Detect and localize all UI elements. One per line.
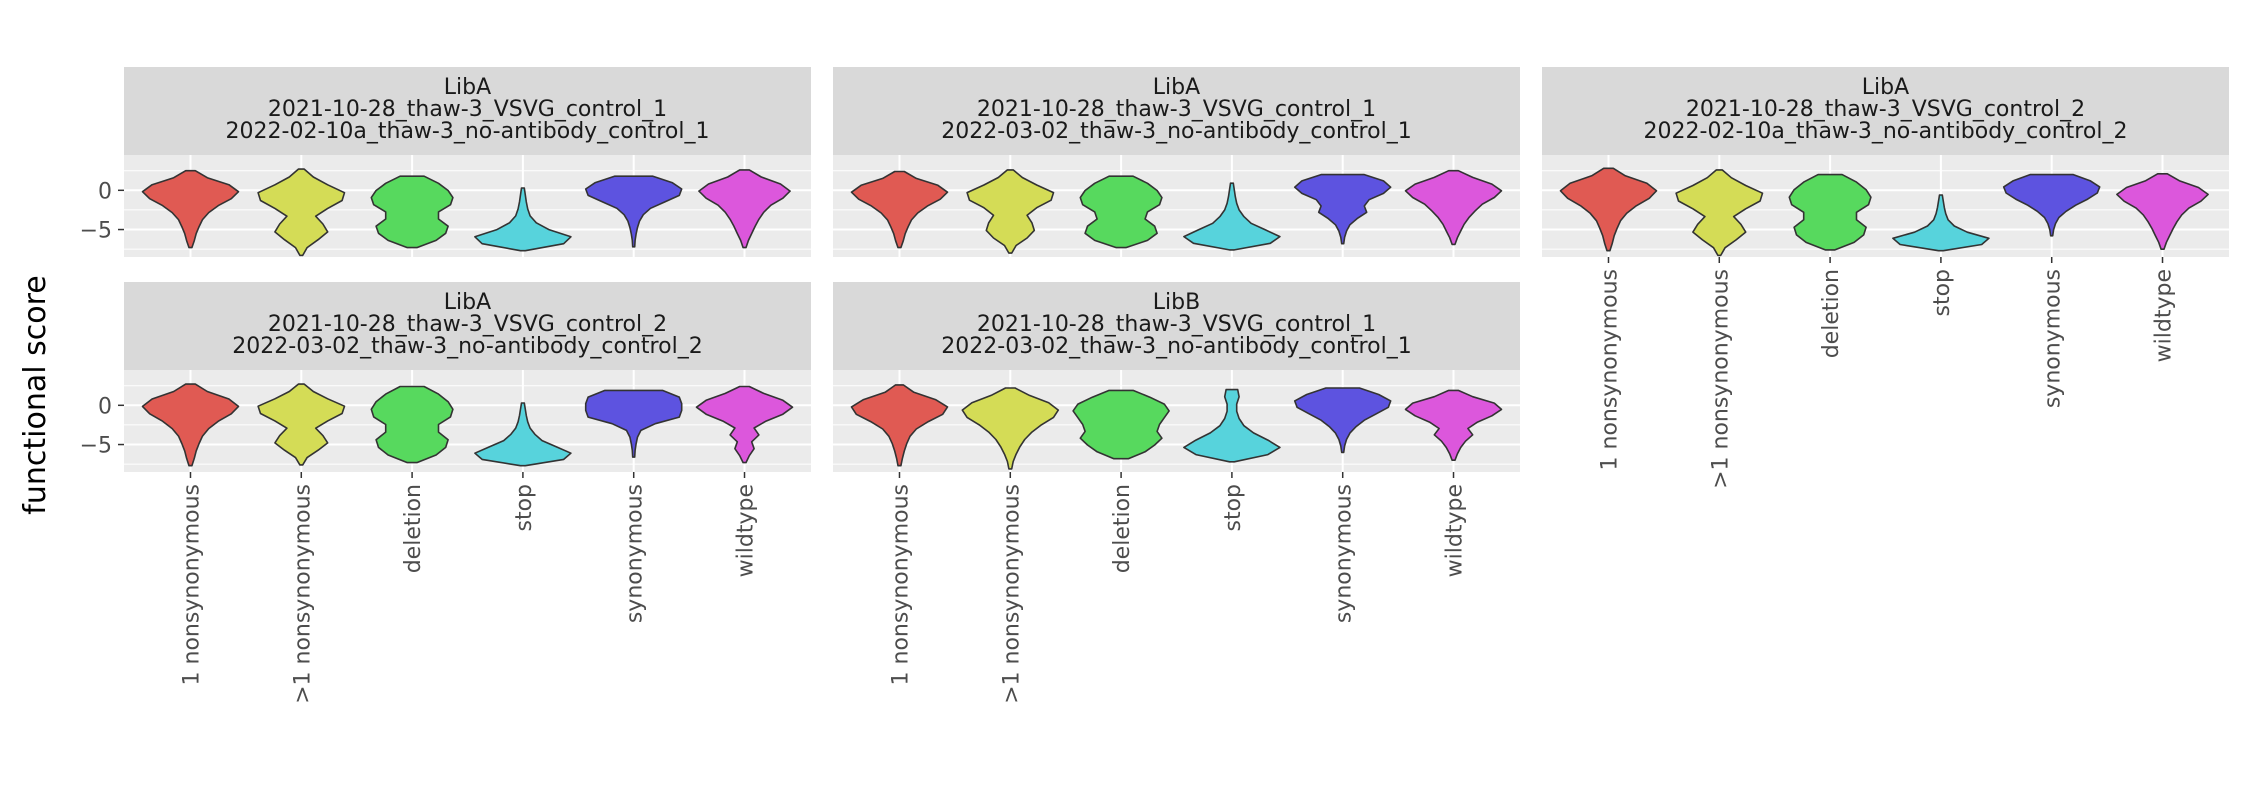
violin-1-nonsynonymous bbox=[1559, 167, 1658, 252]
facet-panel: LibB2021-10-28_thaw-3_VSVG_control_12022… bbox=[833, 282, 1520, 704]
x-tick-label: >1 nonsynonymous bbox=[1708, 269, 1733, 489]
violin-wildtype bbox=[695, 385, 794, 464]
violin-wildtype bbox=[698, 169, 791, 249]
facet-strip-label: LibA bbox=[444, 290, 491, 315]
facet-strip-label: 2022-02-10a_thaw-3_no-antibody_control_1 bbox=[226, 119, 710, 144]
violin-deletion bbox=[1072, 389, 1170, 460]
violin-1-nonsynonymous bbox=[257, 168, 346, 257]
x-tick-label: stop bbox=[1221, 484, 1246, 532]
x-tick-label: wildtype bbox=[1443, 484, 1468, 577]
violin-deletion bbox=[1788, 173, 1872, 251]
x-tick-label: synonymous bbox=[1332, 484, 1357, 623]
x-tick-label: deletion bbox=[1819, 269, 1844, 358]
facet-strip-label: LibA bbox=[444, 75, 491, 100]
facet-strip bbox=[1542, 67, 2229, 155]
violin-synonymous bbox=[584, 389, 683, 458]
x-tick-label: stop bbox=[1930, 269, 1955, 317]
violin-stop bbox=[1183, 182, 1281, 251]
violin-1-nonsynonymous bbox=[141, 169, 240, 249]
y-tick-label: 0 bbox=[98, 394, 112, 419]
violin-synonymous bbox=[1293, 173, 1392, 245]
y-tick-label: −5 bbox=[80, 434, 112, 459]
facet-strip-label: 2021-10-28_thaw-3_VSVG_control_1 bbox=[977, 312, 1376, 337]
y-tick-label: 0 bbox=[98, 179, 112, 204]
facet-panel: LibA2021-10-28_thaw-3_VSVG_control_12022… bbox=[80, 67, 811, 257]
x-tick-label: deletion bbox=[401, 484, 426, 573]
facet-strip-label: 2022-03-02_thaw-3_no-antibody_control_1 bbox=[941, 119, 1411, 144]
violin-deletion bbox=[370, 385, 454, 464]
panel-background bbox=[833, 370, 1520, 472]
facet-panel: LibA2021-10-28_thaw-3_VSVG_control_22022… bbox=[1542, 67, 2229, 489]
facet-panels: LibA2021-10-28_thaw-3_VSVG_control_12022… bbox=[80, 67, 2229, 704]
x-tick-label: deletion bbox=[1110, 484, 1135, 573]
facet-strip-label: 2021-10-28_thaw-3_VSVG_control_2 bbox=[1686, 97, 2085, 122]
violin-1-nonsynonymous bbox=[141, 383, 240, 467]
violin-1-nonsynonymous bbox=[1675, 169, 1764, 257]
violin-1-nonsynonymous bbox=[966, 169, 1055, 254]
facet-strip-label: 2021-10-28_thaw-3_VSVG_control_2 bbox=[268, 312, 667, 337]
panel-background bbox=[833, 155, 1520, 257]
x-tick-label: wildtype bbox=[734, 484, 759, 577]
x-tick-label: 1 nonsynonymous bbox=[1597, 269, 1622, 470]
violin-wildtype bbox=[1404, 169, 1503, 246]
violin-stop bbox=[1892, 194, 1990, 252]
violin-synonymous bbox=[1293, 387, 1392, 454]
facet-strip bbox=[833, 282, 1520, 370]
violin-stop bbox=[474, 187, 572, 252]
x-tick-label: >1 nonsynonymous bbox=[999, 484, 1024, 704]
x-tick-label: 1 nonsynonymous bbox=[888, 484, 913, 685]
facet-strip-label: 2021-10-28_thaw-3_VSVG_control_1 bbox=[977, 97, 1376, 122]
facet-strip-label: 2022-03-02_thaw-3_no-antibody_control_2 bbox=[232, 334, 702, 359]
x-tick-label: synonymous bbox=[2041, 269, 2066, 408]
x-tick-label: >1 nonsynonymous bbox=[290, 484, 315, 704]
violin-1-nonsynonymous bbox=[257, 383, 346, 466]
violin-deletion bbox=[1079, 175, 1163, 249]
facet-strip bbox=[833, 67, 1520, 155]
y-tick-label: −5 bbox=[80, 219, 112, 244]
violin-1-nonsynonymous bbox=[850, 170, 949, 249]
facet-panel: LibA2021-10-28_thaw-3_VSVG_control_12022… bbox=[833, 67, 1520, 257]
violin-1-nonsynonymous bbox=[961, 387, 1060, 470]
violin-stop bbox=[1183, 388, 1281, 463]
violin-stop bbox=[474, 402, 572, 467]
violin-1-nonsynonymous bbox=[850, 384, 949, 467]
x-tick-label: wildtype bbox=[2152, 269, 2177, 362]
facet-strip-label: LibA bbox=[1153, 75, 1200, 100]
facet-strip-label: 2021-10-28_thaw-3_VSVG_control_1 bbox=[268, 97, 667, 122]
facet-strip-label: 2022-02-10a_thaw-3_no-antibody_control_2 bbox=[1644, 119, 2128, 144]
facet-strip-label: 2022-03-02_thaw-3_no-antibody_control_1 bbox=[941, 334, 1411, 359]
facet-strip bbox=[124, 282, 811, 370]
violin-wildtype bbox=[2116, 173, 2209, 250]
facet-strip-label: LibA bbox=[1862, 75, 1909, 100]
violin-deletion bbox=[370, 175, 454, 249]
facet-strip-label: LibB bbox=[1153, 290, 1200, 315]
panel-background bbox=[124, 155, 811, 257]
facet-panel: LibA2021-10-28_thaw-3_VSVG_control_22022… bbox=[80, 282, 811, 704]
violin-synonymous bbox=[2002, 173, 2101, 237]
facet-strip bbox=[124, 67, 811, 155]
x-tick-label: synonymous bbox=[623, 484, 648, 623]
panel-background bbox=[124, 370, 811, 472]
x-tick-label: stop bbox=[512, 484, 537, 532]
panel-background bbox=[1542, 155, 2229, 257]
violin-synonymous bbox=[584, 175, 683, 248]
violin-wildtype bbox=[1404, 389, 1503, 461]
y-axis-title: functional score bbox=[18, 275, 53, 514]
x-tick-label: 1 nonsynonymous bbox=[179, 484, 204, 685]
